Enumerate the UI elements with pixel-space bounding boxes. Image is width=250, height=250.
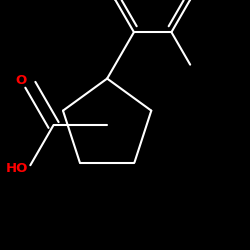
Text: O: O <box>16 74 27 87</box>
Text: HO: HO <box>6 162 28 175</box>
